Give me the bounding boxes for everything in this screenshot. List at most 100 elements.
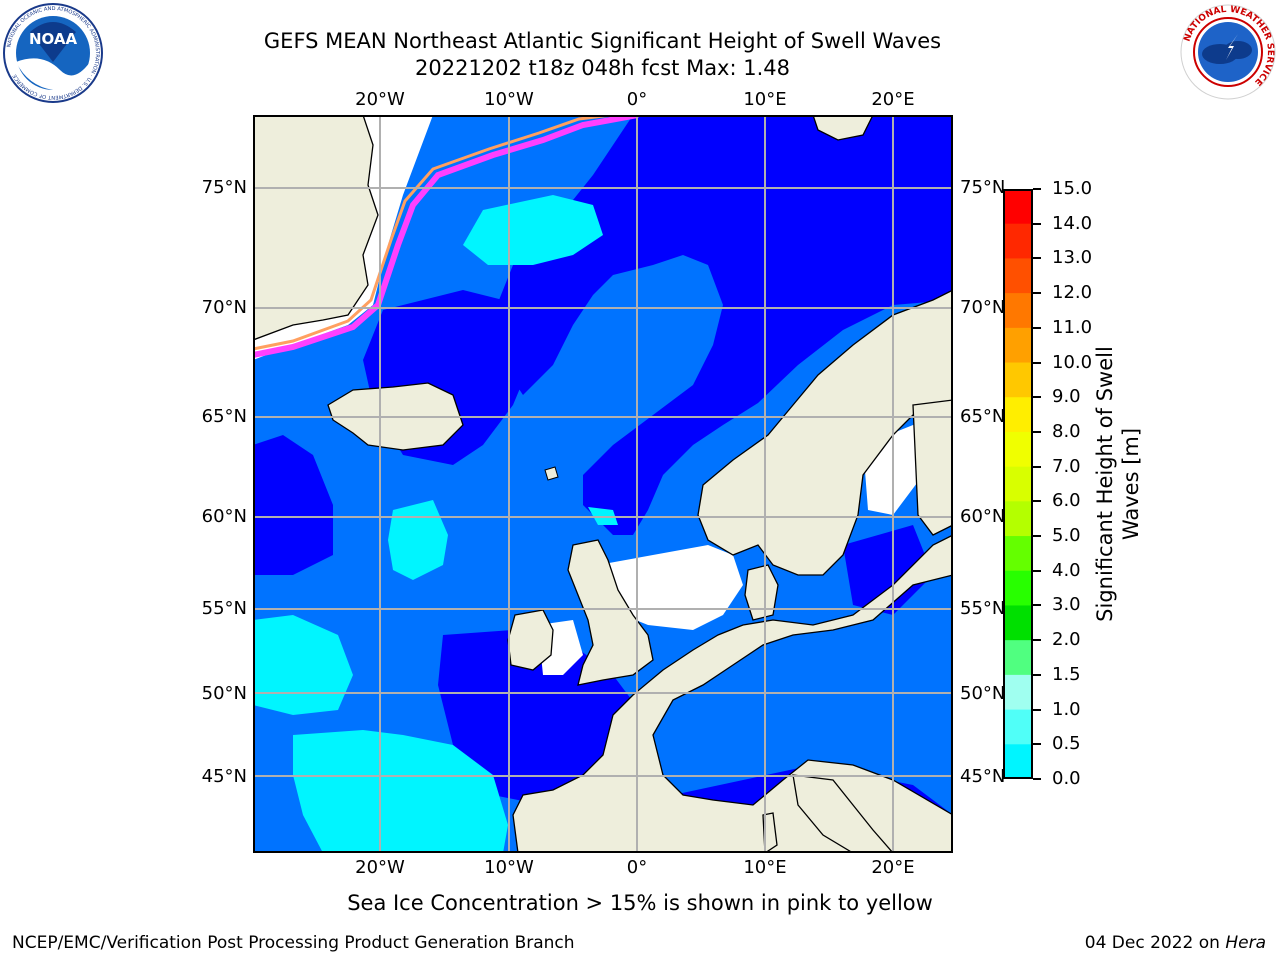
swell-low-north [493, 115, 953, 535]
colorbar-tick-label: 14.0 [1052, 212, 1093, 234]
colorbar-tick-mark [1033, 778, 1041, 780]
colorbar-segment [1003, 466, 1033, 502]
chart-subtitle: 20221202 t18z 048h fcst Max: 1.48 [415, 56, 790, 80]
lon-label-top-10w: 10°W [484, 89, 534, 110]
colorbar-segment [1003, 501, 1033, 537]
colorbar-tick-label: 0.5 [1052, 733, 1081, 755]
swell-high-west [253, 615, 353, 715]
land-scandinavia [697, 289, 953, 576]
land-finland [912, 399, 953, 536]
colorbar-tick-mark [1033, 743, 1041, 746]
lon-label-bottom-10w: 10°W [484, 857, 534, 878]
land-europe [512, 534, 953, 853]
colorbar-segment [1003, 709, 1033, 745]
footer-host: Hera [1225, 933, 1266, 953]
land-greenland [253, 115, 379, 341]
lon-label-top-10e: 10°E [743, 89, 787, 110]
colorbar-tick-mark [1033, 430, 1041, 433]
colorbar-segment [1003, 570, 1033, 606]
lat-label-left-45n: 45°N [201, 766, 247, 787]
colorbar-tick-label: 8.0 [1052, 420, 1081, 442]
swell-low-left-edge [253, 435, 333, 575]
colorbar-tick-mark [1033, 361, 1041, 364]
colorbar-segment [1003, 744, 1033, 780]
colorbar-segment [1003, 674, 1033, 711]
lat-label-right-60n: 60°N [960, 506, 1006, 527]
colorbar-tick-label: 3.0 [1052, 594, 1081, 616]
colorbar-tick-label: 6.0 [1052, 490, 1081, 512]
map-graticule [253, 115, 953, 853]
sea-ice-note: Sea Ice Concentration > 15% is shown in … [347, 891, 933, 915]
colorbar-segment [1003, 397, 1033, 433]
colorbar-segment [1003, 605, 1033, 641]
lat-label-right-55n: 55°N [960, 598, 1006, 619]
colorbar-tick-label: 7.0 [1052, 455, 1081, 477]
land-great-britain [567, 539, 654, 686]
colorbar-tick-label: 15.0 [1052, 178, 1093, 199]
map-panel [253, 115, 953, 853]
colorbar-tick-label: 10.0 [1052, 351, 1093, 373]
colorbar-segment [1003, 189, 1033, 225]
colorbar-segment [1003, 258, 1033, 294]
footer-date: 04 Dec 2022 on [1084, 933, 1226, 953]
lat-label-right-65n: 65°N [960, 406, 1006, 427]
noaa-logo: NOAA NATIONAL OCEANIC AND ATMOSPHERIC AD… [2, 2, 104, 104]
land-svalbard [812, 115, 874, 141]
colorbar-segment [1003, 536, 1033, 572]
sea-ice-inner [253, 115, 625, 351]
land-denmark [744, 564, 779, 621]
colorbar-tick-mark [1033, 708, 1041, 711]
colorbar-tick-label: 2.0 [1052, 629, 1081, 651]
colorbar-tick-mark [1033, 326, 1041, 329]
lon-label-bottom-10e: 10°E [743, 857, 787, 878]
colorbar-tick-mark [1033, 604, 1041, 607]
colorbar [1003, 189, 1033, 780]
colorbar-label-line1: Significant Height of Swell [1093, 346, 1117, 622]
colorbar-tick-label: 13.0 [1052, 247, 1093, 269]
colorbar-tick-label: 12.0 [1052, 282, 1093, 304]
lat-label-right-50n: 50°N [960, 683, 1006, 704]
colorbar-tick-mark [1033, 569, 1041, 572]
nws-logo: NATIONAL WEATHER SERVICE [1178, 2, 1278, 102]
colorbar-tick-mark [1033, 639, 1041, 642]
footer-left: NCEP/EMC/Verification Post Processing Pr… [12, 933, 575, 953]
colorbar-tick-label: 11.0 [1052, 316, 1093, 338]
lon-label-top-0: 0° [626, 89, 648, 110]
colorbar-tick-label: 1.5 [1052, 663, 1081, 685]
colorbar-tick-mark [1033, 257, 1041, 260]
lon-label-bottom-20w: 20°W [355, 857, 405, 878]
map-border [253, 115, 953, 853]
colorbar-tick-mark [1033, 222, 1041, 225]
colorbar-tick-mark [1033, 396, 1041, 399]
colorbar-border [1003, 189, 1033, 779]
lon-label-top-20w: 20°W [355, 89, 405, 110]
colorbar-tick-label: 1.0 [1052, 698, 1081, 720]
colorbar-tick-mark [1033, 500, 1041, 503]
swell-low-baltic [843, 525, 933, 615]
colorbar-tick-label: 0.0 [1052, 768, 1081, 789]
colorbar-tick-label: 5.0 [1052, 525, 1081, 547]
colorbar-tick-mark [1033, 465, 1041, 468]
map-svg [253, 115, 953, 853]
lat-label-left-65n: 65°N [201, 406, 247, 427]
lat-label-left-50n: 50°N [201, 683, 247, 704]
colorbar-tick-label: 4.0 [1052, 559, 1081, 581]
swell-high-greenland-sea [463, 195, 603, 265]
colorbar-tick-mark [1033, 292, 1041, 295]
lat-label-right-70n: 70°N [960, 297, 1006, 318]
footer-right: 04 Dec 2022 on Hera [1085, 933, 1266, 953]
lat-label-left-70n: 70°N [201, 297, 247, 318]
colorbar-tick-mark [1033, 535, 1041, 538]
swell-high-west-iceland [388, 500, 448, 580]
lat-label-left-55n: 55°N [201, 598, 247, 619]
lat-label-left-60n: 60°N [201, 506, 247, 527]
noaa-logo-text: NOAA [29, 30, 78, 48]
lat-label-right-75n: 75°N [960, 177, 1006, 198]
colorbar-segment [1003, 327, 1033, 364]
colorbar-tick-label: 9.0 [1052, 386, 1081, 408]
colorbar-tick-mark [1033, 673, 1041, 676]
colorbar-segment [1003, 640, 1033, 676]
chart-title: GEFS MEAN Northeast Atlantic Significant… [263, 29, 942, 53]
colorbar-label-line2: Waves [m] [1119, 427, 1143, 541]
colorbar-segment [1003, 362, 1033, 398]
